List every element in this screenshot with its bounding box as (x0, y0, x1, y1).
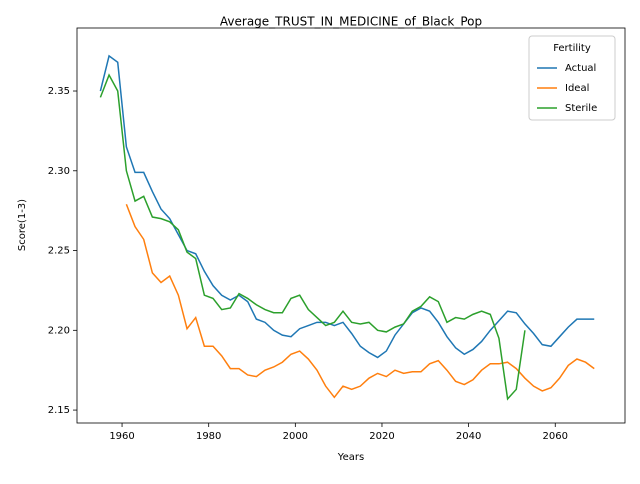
plot-frame (76, 27, 626, 424)
legend-label: Sterile (565, 103, 597, 114)
y-tick-label: 2.20 (48, 325, 70, 336)
legend-title: Fertility (553, 43, 591, 54)
x-tick-label: 2000 (283, 431, 308, 442)
line-series (99, 73, 526, 401)
x-tick-label: 2020 (369, 431, 394, 442)
y-tick-label: 2.15 (48, 405, 70, 416)
x-tick-label: 2040 (456, 431, 481, 442)
y-tick-label: 2.25 (48, 246, 70, 257)
x-tick-label: 1980 (196, 431, 221, 442)
line-series (125, 204, 595, 399)
legend-label: Ideal (565, 83, 589, 94)
y-tick-label: 2.35 (48, 86, 70, 97)
chart-title: Average_TRUST_IN_MEDICINE_of_Black_Pop (220, 15, 482, 29)
y-tick-label: 2.30 (48, 166, 70, 177)
x-tick-label: 1960 (109, 431, 134, 442)
x-tick-label: 2060 (543, 431, 568, 442)
legend-box (528, 35, 616, 121)
y-axis-label: Score(1-3) (17, 199, 28, 251)
x-axis-label: Years (337, 452, 364, 463)
legend-label: Actual (565, 63, 596, 74)
